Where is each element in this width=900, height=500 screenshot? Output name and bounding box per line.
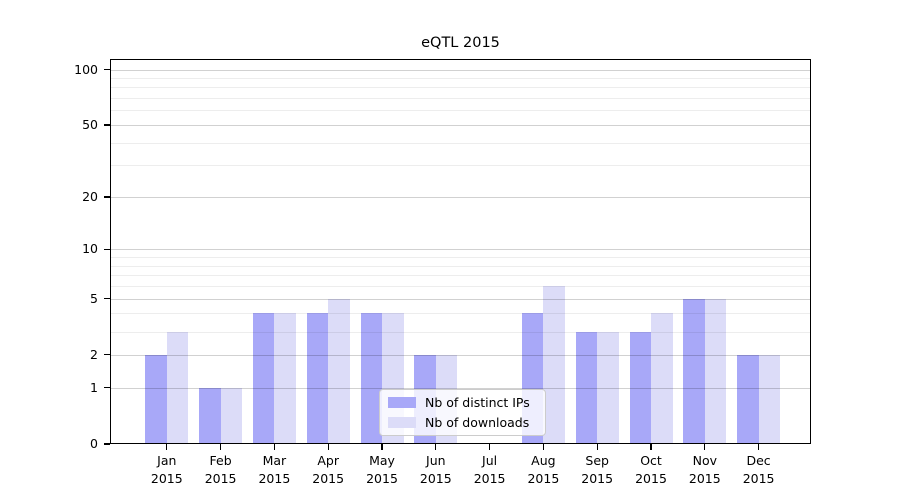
- legend-label-ips: Nb of distinct IPs: [425, 395, 530, 410]
- y-tick-label-5: 5: [90, 290, 98, 306]
- bar-nov-ips: [683, 298, 705, 444]
- bar-sep-downloads: [597, 331, 619, 444]
- gridline-minor-8: [110, 265, 811, 267]
- y-tick-2: [103, 354, 110, 356]
- y-tick-label-2: 2: [90, 346, 98, 362]
- gridline-minor-9: [110, 257, 811, 259]
- bar-may-ips: [360, 313, 382, 444]
- bar-feb-ips: [199, 387, 221, 444]
- y-tick-1: [103, 387, 110, 389]
- y-tick-100: [103, 68, 110, 71]
- x-tick-oct: [650, 444, 652, 450]
- x-tick-jul: [488, 444, 491, 450]
- gridline-major-1: [110, 387, 811, 389]
- legend-label-downloads: Nb of downloads: [425, 415, 530, 430]
- bar-jan-ips: [145, 354, 167, 444]
- legend-swatch-downloads: [388, 417, 416, 428]
- bar-jan-downloads: [166, 331, 189, 444]
- y-tick-5: [103, 297, 110, 300]
- legend-row-ips: Nb of distinct IPs: [388, 394, 538, 411]
- gridline-major-100: [110, 69, 811, 71]
- x-tick-label-sep: Sep 2015: [581, 453, 614, 486]
- gridline-major-10: [110, 249, 811, 251]
- x-tick-label-nov: Nov 2015: [688, 453, 721, 486]
- x-tick-nov: [704, 444, 706, 450]
- y-tick-50: [103, 124, 110, 126]
- x-tick-label-aug: Aug 2015: [527, 453, 560, 486]
- bar-aug-downloads: [543, 286, 565, 444]
- x-tick-label-jul: Jul 2015: [473, 453, 506, 486]
- x-tick-may: [381, 444, 383, 450]
- gridline-major-2: [110, 354, 811, 356]
- bar-dec-ips: [737, 354, 759, 444]
- x-tick-label-mar: Mar 2015: [258, 453, 291, 486]
- y-tick-label-100: 100: [74, 61, 98, 77]
- y-tick-label-0: 0: [90, 436, 98, 451]
- y-tick-label-50: 50: [82, 116, 98, 132]
- gridline-minor-40: [110, 142, 811, 144]
- gridline-minor-4: [110, 313, 811, 315]
- bar-nov-downloads: [704, 298, 727, 444]
- bar-mar-ips: [252, 313, 275, 444]
- legend-row-downloads: Nb of downloads: [388, 414, 538, 431]
- bar-apr-ips: [306, 313, 329, 444]
- gridline-major-20: [110, 196, 811, 198]
- gridline-minor-30: [110, 165, 811, 167]
- x-tick-label-jan: Jan 2015: [150, 453, 183, 486]
- x-tick-feb: [219, 444, 222, 450]
- legend-swatch-ips: [388, 397, 416, 408]
- gridline-minor-3: [110, 331, 811, 333]
- gridline-minor-80: [110, 87, 811, 89]
- bar-feb-downloads: [220, 387, 243, 444]
- x-tick-sep: [596, 444, 598, 450]
- y-tick-label-1: 1: [90, 379, 98, 395]
- x-tick-label-apr: Apr 2015: [312, 453, 345, 486]
- y-tick-label-20: 20: [82, 188, 98, 204]
- x-tick-mar: [273, 444, 276, 450]
- bar-oct-downloads: [651, 313, 673, 444]
- chart-title: eQTL 2015: [421, 35, 500, 51]
- legend: Nb of distinct IPs Nb of downloads: [379, 389, 546, 436]
- y-tick-label-10: 10: [82, 241, 98, 257]
- gridline-minor-6: [110, 286, 811, 288]
- gridline-minor-7: [110, 275, 811, 277]
- x-tick-dec: [757, 444, 760, 450]
- y-tick-0: [103, 443, 110, 445]
- x-tick-label-jun: Jun 2015: [419, 453, 452, 486]
- x-tick-label-oct: Oct 2015: [635, 453, 667, 486]
- bar-sep-ips: [575, 331, 598, 444]
- bar-mar-downloads: [274, 313, 296, 444]
- x-tick-label-may: May 2015: [366, 453, 398, 486]
- gridline-minor-70: [110, 98, 811, 100]
- gridline-major-5: [110, 298, 811, 300]
- gridline-minor-90: [110, 77, 811, 79]
- x-tick-label-dec: Dec 2015: [742, 453, 775, 486]
- gridline-minor-60: [110, 110, 811, 112]
- plot-area: Nb of distinct IPs Nb of downloads 0 1 2 5 10…: [74, 59, 811, 486]
- x-tick-jan: [166, 444, 168, 450]
- x-tick-label-feb: Feb 2015: [204, 453, 237, 486]
- gridline-major-50: [110, 124, 811, 126]
- y-tick-20: [103, 196, 110, 198]
- x-tick-apr: [327, 444, 329, 450]
- x-tick-jun: [435, 444, 437, 450]
- bar-apr-downloads: [328, 298, 350, 444]
- bar-oct-ips: [629, 331, 651, 444]
- y-tick-10: [103, 248, 110, 251]
- x-tick-aug: [542, 444, 545, 450]
- bar-dec-downloads: [758, 354, 781, 444]
